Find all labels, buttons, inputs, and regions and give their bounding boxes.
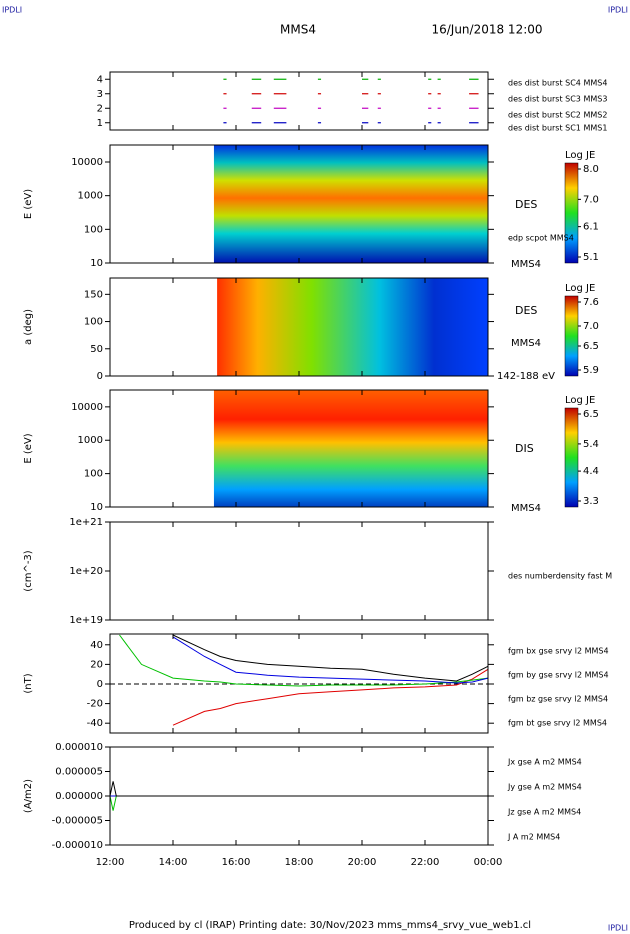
y-tick-label: 1e+19 [69, 615, 103, 626]
legend-entry: fgm by gse srvy l2 MMS4 [508, 671, 609, 680]
y-tick-label: 0.000000 [55, 791, 103, 802]
y-tick-label: 0.000005 [55, 767, 103, 778]
series-line [109, 795, 488, 811]
panel-note: MMS4 [511, 259, 541, 270]
colorbar [564, 162, 579, 264]
y-tick-label: 10000 [71, 402, 103, 413]
x-tick-label: 12:00 [96, 857, 125, 868]
colorbar-tick-label: 6.5 [583, 341, 599, 352]
y-tick-label: 1000 [78, 191, 103, 202]
colorbar-tick-label: 7.0 [583, 321, 599, 332]
colorbar-tick-label: 3.3 [583, 496, 599, 507]
colorbar-tick-label: 6.1 [583, 222, 599, 233]
colorbar-tick-label: 5.4 [583, 439, 599, 450]
y-tick-label: 100 [84, 317, 103, 328]
logo: IPDLI [608, 924, 628, 933]
panel-note: MMS4 [511, 338, 541, 349]
panel-note: DES [515, 198, 537, 211]
y-tick-label: 0.000010 [55, 742, 103, 753]
legend-entry: des dist burst SC2 MMS2 [508, 111, 607, 120]
colorbar-tick-label: 5.9 [583, 365, 599, 376]
colorbar-title: Log JE [565, 395, 595, 406]
panel-note: DIS [515, 442, 534, 455]
y-tick-label: 100 [84, 224, 103, 235]
colorbar-tick-label: 5.1 [583, 252, 599, 263]
colorbar [564, 407, 579, 508]
y-axis-label: a (deg) [23, 309, 34, 345]
x-tick-label: 14:00 [159, 857, 188, 868]
y-tick-label: -20 [87, 699, 103, 710]
spectrogram [217, 278, 488, 376]
panel-frame [109, 521, 489, 621]
title: MMS4 [280, 23, 316, 37]
y-tick-label: 1e+21 [69, 517, 103, 528]
footer: Produced by cl (IRAP) Printing date: 30/… [129, 920, 531, 931]
y-axis-label: E (eV) [23, 189, 34, 219]
x-tick-label: 20:00 [348, 857, 377, 868]
legend-entry: fgm bz gse srvy l2 MMS4 [508, 695, 608, 704]
y-tick-label: 2 [97, 103, 103, 114]
x-tick-label: 16:00 [222, 857, 251, 868]
series-line [172, 634, 489, 682]
y-tick-label: -0.000010 [52, 840, 103, 851]
colorbar [564, 295, 579, 377]
y-tick-label: 3 [97, 89, 103, 100]
y-axis-label: (A/m2) [23, 779, 34, 813]
y-tick-label: 100 [84, 469, 103, 480]
spectrogram [213, 145, 488, 263]
legend-entry: J A m2 MMS4 [507, 833, 560, 842]
y-axis-label: (cm^-3) [23, 550, 34, 591]
date: 16/Jun/2018 12:00 [431, 23, 542, 37]
panel-note: edp scpot MMS4 [508, 234, 574, 243]
x-tick-label: 00:00 [474, 857, 503, 868]
series-line [109, 781, 488, 797]
legend-entry: des dist burst SC4 MMS4 [508, 79, 607, 88]
y-tick-label: 10000 [71, 157, 103, 168]
y-tick-label: 1000 [78, 435, 103, 446]
legend-entry: Jx gse A m2 MMS4 [507, 758, 582, 767]
y-tick-label: -0.000005 [52, 816, 103, 827]
x-tick-label: 18:00 [285, 857, 314, 868]
y-tick-label: 50 [90, 344, 103, 355]
y-tick-label: 10 [90, 258, 103, 269]
colorbar-tick-label: 7.6 [583, 297, 599, 308]
logo: IPDLI [608, 6, 628, 15]
series-line [172, 636, 489, 684]
series-line [172, 668, 489, 726]
y-axis-label: E (eV) [23, 433, 34, 463]
colorbar-tick-label: 8.0 [583, 164, 599, 175]
y-tick-label: 0 [97, 371, 103, 382]
legend-entry: Jy gse A m2 MMS4 [507, 783, 582, 792]
legend-entry: des dist burst SC3 MMS3 [508, 95, 607, 104]
legend-entry: fgm bx gse srvy l2 MMS4 [508, 647, 609, 656]
y-tick-label: 0 [97, 679, 103, 690]
panel-note: DES [515, 304, 537, 317]
y-tick-label: -40 [87, 718, 103, 729]
panel-note: MMS4 [511, 503, 541, 514]
y-tick-label: 10 [90, 502, 103, 513]
y-tick-label: 1e+20 [69, 566, 103, 577]
panel-frame [109, 71, 489, 131]
colorbar-tick-label: 6.5 [583, 409, 599, 420]
x-tick-label: 22:00 [411, 857, 440, 868]
legend-entry: Jz gse A m2 MMS4 [507, 808, 581, 817]
colorbar-title: Log JE [565, 283, 595, 294]
y-tick-label: 20 [90, 659, 103, 670]
legend-entry: fgm bt gse srvy l2 MMS4 [508, 719, 607, 728]
colorbar-tick-label: 7.0 [583, 194, 599, 205]
legend-entry: des dist burst SC1 MMS1 [508, 124, 607, 133]
colorbar-tick-label: 4.4 [583, 466, 599, 477]
panel-note: des numberdensity fast M [508, 572, 612, 581]
y-tick-label: 150 [84, 289, 103, 300]
colorbar-title: Log JE [565, 150, 595, 161]
logo: IPDLI [2, 6, 22, 15]
y-axis-label: (nT) [23, 673, 34, 693]
y-tick-label: 4 [97, 74, 103, 85]
y-tick-label: 40 [90, 640, 103, 651]
panel-note: 142-188 eV [497, 371, 555, 382]
y-tick-label: 1 [97, 118, 103, 129]
spectrogram [213, 390, 488, 507]
